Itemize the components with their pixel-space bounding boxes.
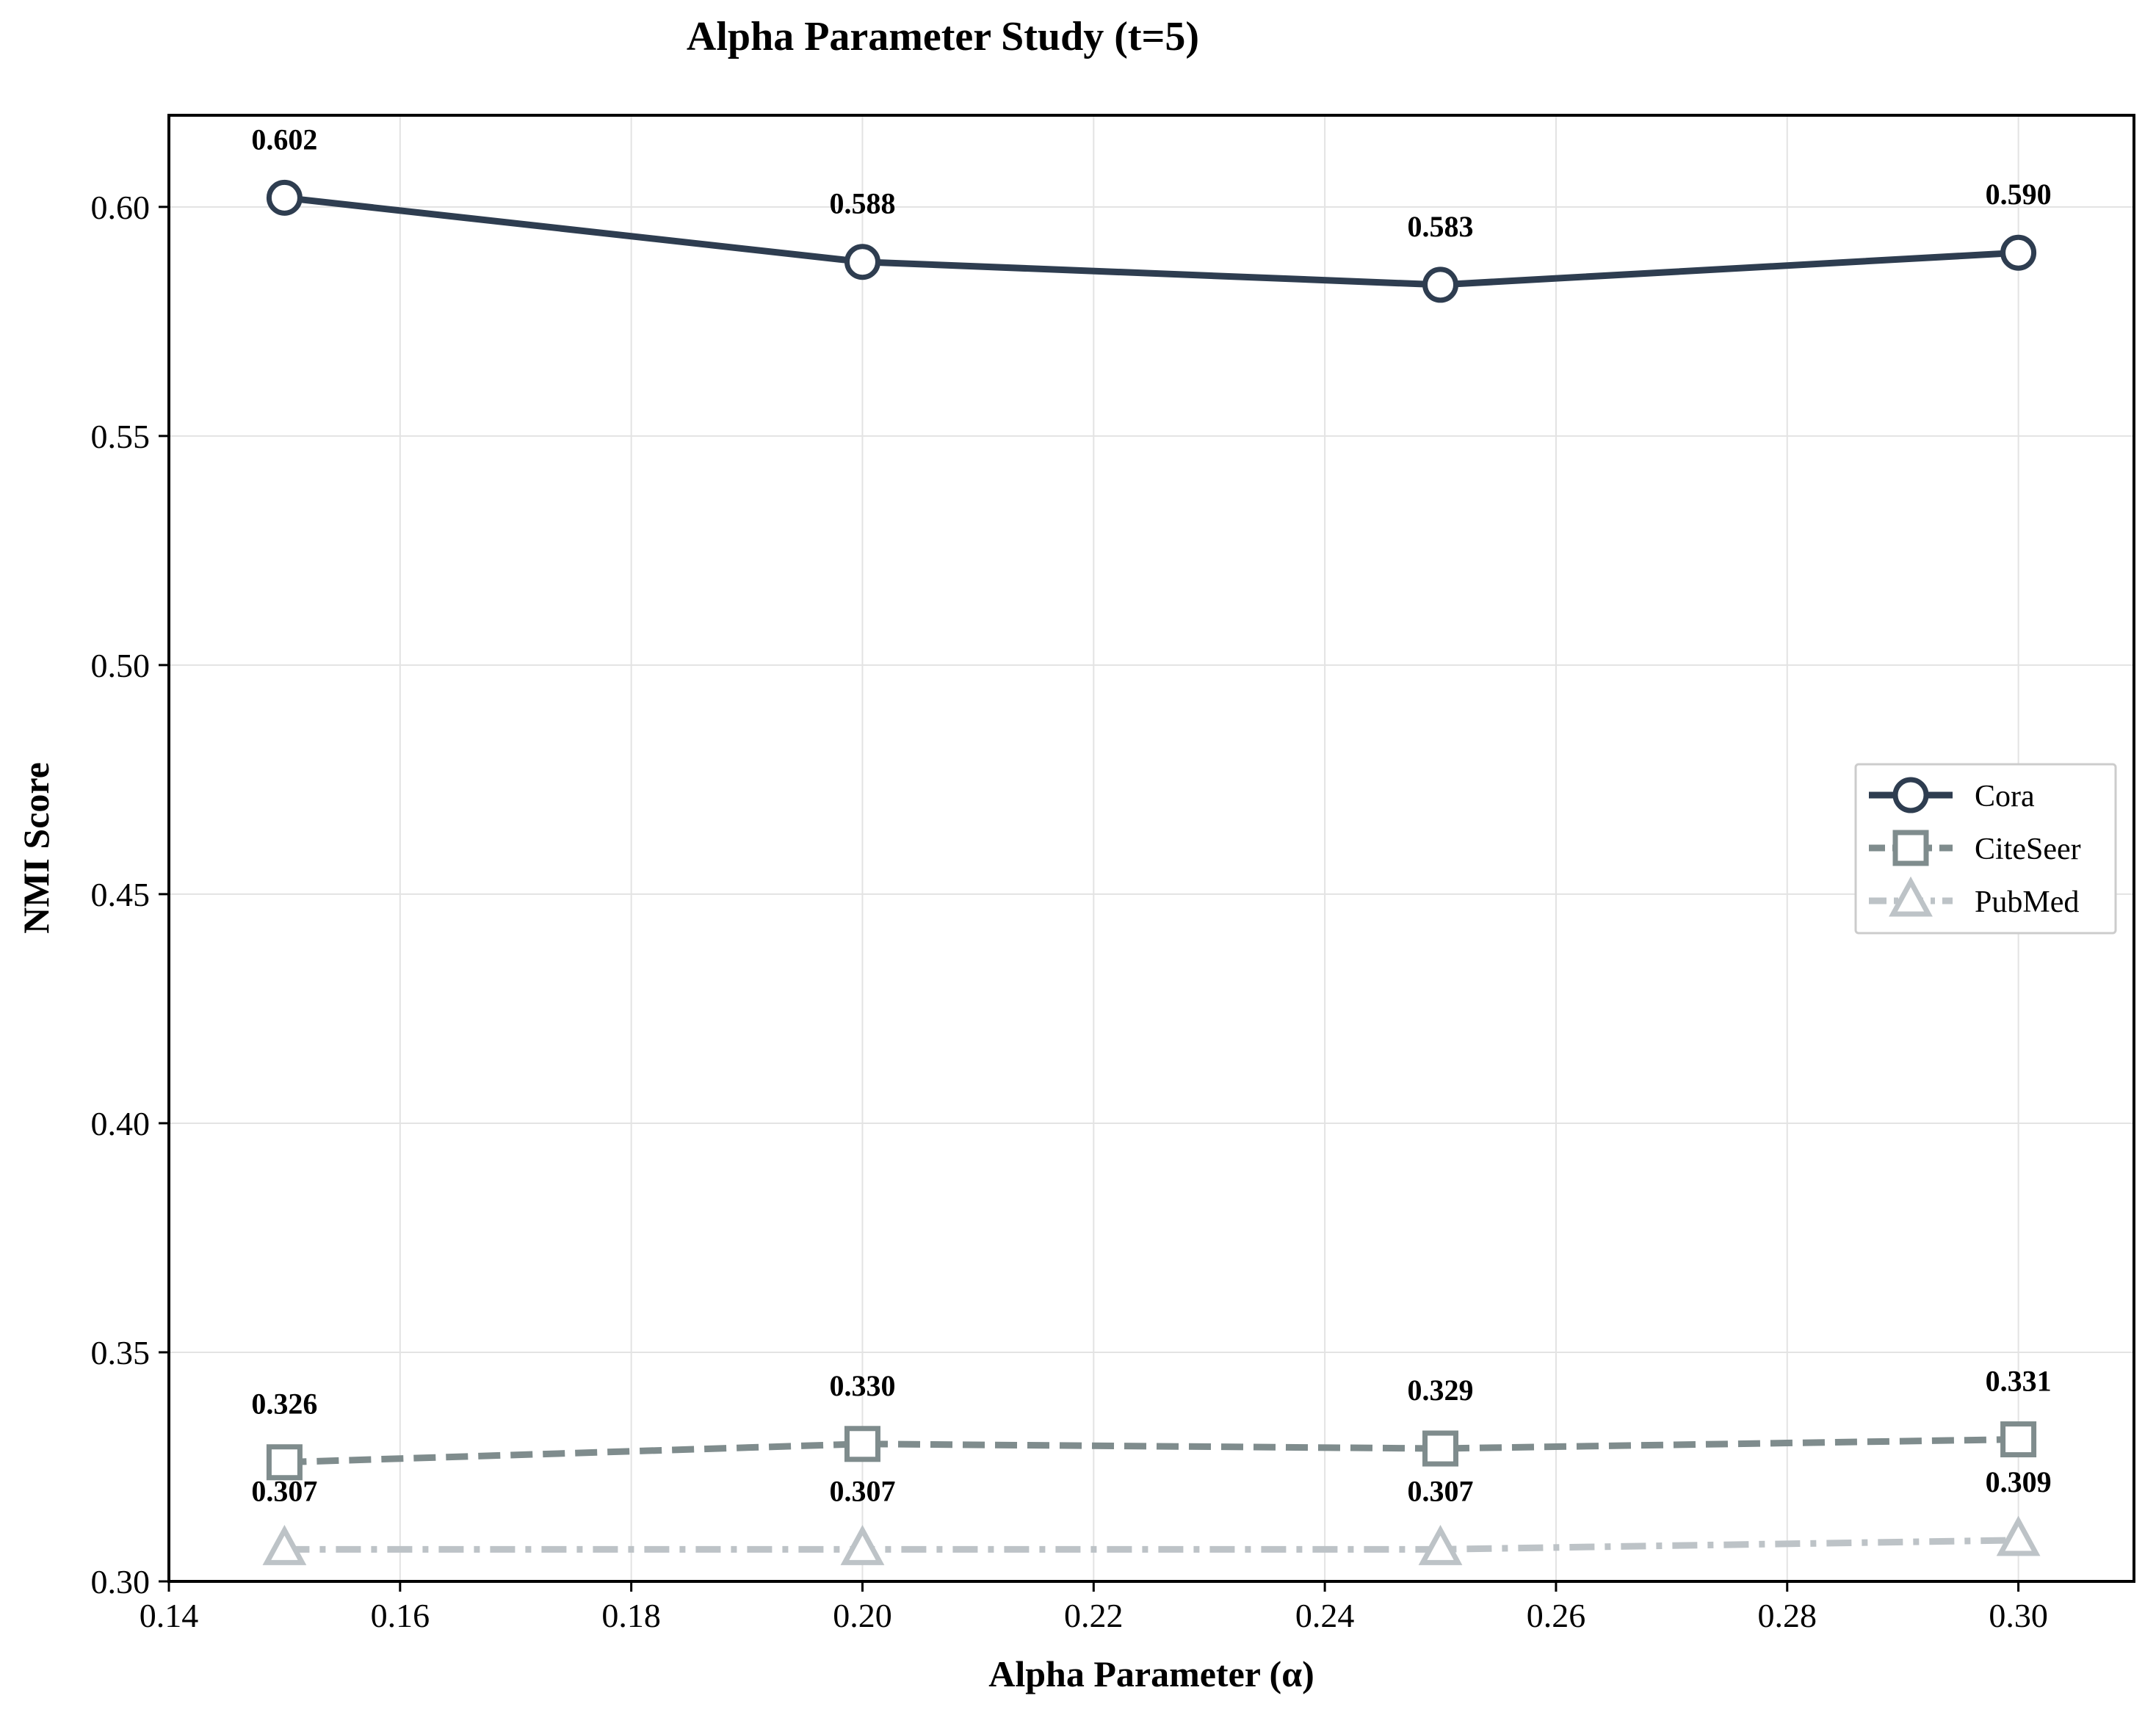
- data-label-cora: 0.590: [1986, 178, 2052, 211]
- data-label-cora: 0.588: [829, 187, 895, 220]
- x-tick-label: 0.28: [1758, 1597, 1817, 1634]
- data-point-pubmed: [262, 1525, 307, 1565]
- legend-label-cora: Cora: [1975, 780, 2035, 813]
- data-point-pubmed: [840, 1525, 885, 1565]
- series-pubmed: 0.307 0.307 0.307 0.309: [251, 1465, 2052, 1565]
- x-tick-label: 0.22: [1064, 1597, 1124, 1634]
- x-tick-label: 0.20: [833, 1597, 892, 1634]
- y-tick-label: 0.60: [91, 189, 151, 226]
- data-point-cora: [1422, 267, 1459, 303]
- data-point-cora: [2000, 234, 2037, 271]
- data-label-pubmed: 0.307: [251, 1474, 317, 1507]
- y-tick-label: 0.45: [91, 876, 151, 913]
- y-tick-label: 0.40: [91, 1105, 151, 1142]
- y-axis-label: NMI Score: [15, 762, 57, 934]
- legend-entry-citeseer: CiteSeer: [1869, 830, 2081, 866]
- x-tick-label: 0.14: [140, 1597, 199, 1634]
- legend-marker-pubmed: [1889, 876, 1933, 917]
- data-label-citeseer: 0.331: [1986, 1365, 2052, 1398]
- data-point-citeseer: [2000, 1421, 2037, 1458]
- x-tick-label: 0.26: [1527, 1597, 1586, 1634]
- legend-marker-cora: [1892, 777, 1929, 813]
- data-label-cora: 0.583: [1408, 210, 1474, 243]
- series-line-pubmed: [284, 1537, 2019, 1553]
- data-label-citeseer: 0.326: [251, 1388, 317, 1421]
- grid-layer: [168, 115, 2134, 1582]
- x-tick-label: 0.30: [1989, 1597, 2048, 1634]
- series-cora: 0.602 0.588 0.583 0.590: [251, 123, 2052, 303]
- legend-marker-citeseer: [1892, 830, 1929, 866]
- y-tick-label: 0.35: [91, 1334, 151, 1371]
- legend-entry-cora: Cora: [1869, 777, 2035, 813]
- data-point-citeseer: [1422, 1430, 1459, 1467]
- x-tick-label: 0.18: [601, 1597, 661, 1634]
- data-point-cora: [266, 179, 303, 216]
- series-line-citeseer: [284, 1436, 2019, 1466]
- y-tick-label: 0.50: [91, 647, 151, 684]
- data-label-cora: 0.602: [251, 123, 317, 156]
- x-tick-label: 0.16: [371, 1597, 430, 1634]
- tick-layer: 0.14 0.16 0.18 0.20 0.22 0.24 0.26 0.28 0.30 0.30…: [91, 189, 2048, 1634]
- x-axis-label: Alpha Parameter (α): [988, 1653, 1314, 1694]
- series-citeseer: 0.326 0.330 0.329 0.331: [251, 1365, 2052, 1481]
- series-line-cora: [283, 194, 2019, 289]
- data-label-pubmed: 0.309: [1986, 1465, 2052, 1498]
- data-label-citeseer: 0.329: [1408, 1374, 1474, 1407]
- plot-frame: [167, 114, 2135, 1583]
- x-tick-label: 0.24: [1295, 1597, 1355, 1634]
- data-point-citeseer: [844, 1426, 880, 1462]
- data-point-pubmed: [1996, 1515, 2041, 1556]
- y-tick-label: 0.30: [91, 1563, 151, 1600]
- legend-label-citeseer: CiteSeer: [1975, 833, 2081, 866]
- chart-title: Alpha Parameter Study (t=5): [687, 14, 1199, 59]
- data-label-pubmed: 0.307: [829, 1474, 895, 1507]
- legend-label-pubmed: PubMed: [1975, 885, 2079, 919]
- legend: Cora CiteSeer PubMed: [1854, 763, 2117, 935]
- y-tick-label: 0.55: [91, 418, 151, 455]
- data-point-cora: [844, 244, 880, 280]
- data-point-pubmed: [1418, 1525, 1463, 1565]
- series-layer: 0.602 0.588 0.583 0.590 0.326 0.330 0.329 0.331…: [251, 123, 2052, 1565]
- legend-entry-pubmed: PubMed: [1869, 876, 2079, 919]
- data-label-citeseer: 0.330: [829, 1369, 895, 1402]
- data-point-citeseer: [266, 1444, 303, 1481]
- data-label-pubmed: 0.307: [1408, 1474, 1474, 1507]
